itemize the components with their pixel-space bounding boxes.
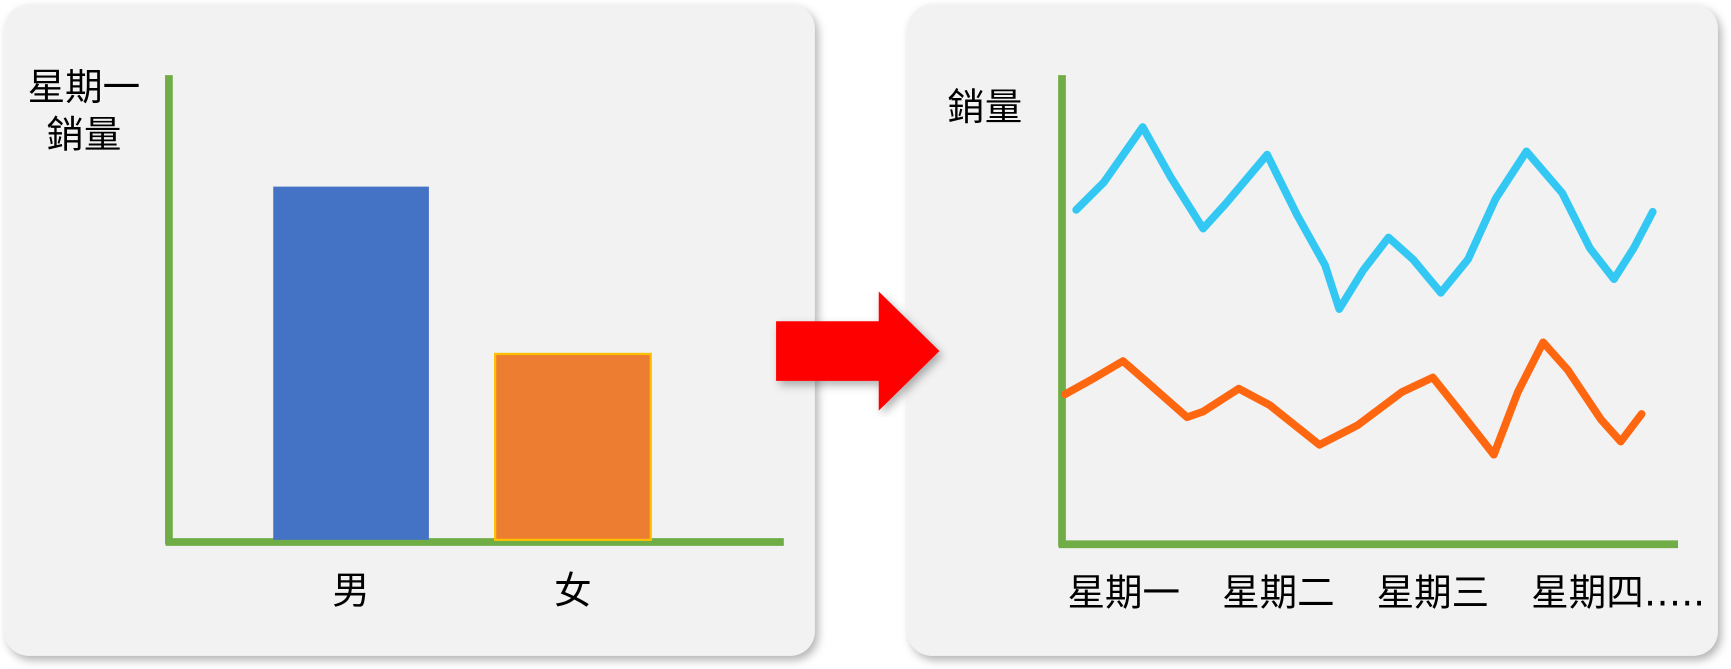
arrow bbox=[776, 291, 940, 411]
y-axis-label: 銷量 bbox=[947, 85, 1022, 129]
x-tick-label: 星期一 bbox=[1068, 571, 1181, 615]
line bbox=[1072, 123, 1657, 313]
y-axis-label: 星期一 bbox=[28, 65, 141, 109]
x-tick-label: 星期三 bbox=[1377, 571, 1490, 615]
x-tick-label: 男 bbox=[332, 568, 370, 612]
y-axis-label: 銷量 bbox=[46, 112, 121, 156]
bar bbox=[494, 352, 652, 541]
x-tick-label: 星期四….. bbox=[1531, 571, 1705, 615]
line bbox=[1061, 338, 1646, 459]
x-tick-label: 女 bbox=[554, 568, 592, 612]
bar bbox=[273, 186, 429, 540]
right-panel bbox=[907, 4, 1718, 656]
x-tick-label: 星期二 bbox=[1222, 571, 1335, 615]
